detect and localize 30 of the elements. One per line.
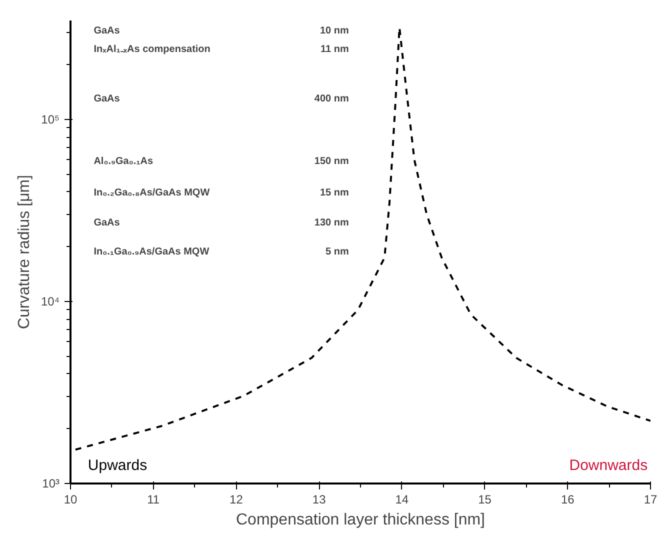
x-tick-label: 14 bbox=[395, 492, 409, 506]
x-tick-label: 11 bbox=[147, 492, 160, 506]
annotation: 150 nm bbox=[314, 156, 350, 168]
y-axis-title: Curvature radius [μm] bbox=[16, 174, 33, 330]
annotation: InₓAl₁₋ₓAs compensation bbox=[94, 44, 210, 55]
annotation: Al₀.₉Ga₀.₁As bbox=[94, 156, 154, 168]
y-tick-label: 10⁴ bbox=[40, 294, 60, 309]
annotation: GaAs bbox=[94, 218, 120, 229]
x-tick-label: 13 bbox=[312, 492, 326, 506]
annotation: 15 nm bbox=[320, 187, 350, 198]
annotation: In₀.₂Ga₀.₈As/GaAs MQW bbox=[94, 187, 210, 198]
x-tick-label: 17 bbox=[644, 492, 658, 506]
annotation: Upwards bbox=[88, 457, 148, 474]
annotation: 10 nm bbox=[320, 25, 350, 36]
x-tick-label: 12 bbox=[230, 492, 244, 506]
y-tick-label: 10⁵ bbox=[41, 112, 60, 127]
x-tick-label: 10 bbox=[64, 492, 78, 506]
annotation: 5 nm bbox=[326, 246, 350, 258]
x-tick-label: 15 bbox=[478, 492, 492, 506]
annotation: 130 nm bbox=[314, 218, 350, 229]
y-tick-label: 10³ bbox=[42, 476, 60, 490]
line-series bbox=[74, 26, 650, 451]
annotation: Downwards bbox=[569, 457, 648, 474]
annotation: GaAs bbox=[94, 94, 120, 105]
annotation: 11 nm bbox=[320, 44, 350, 55]
annotation: GaAs bbox=[94, 25, 120, 36]
x-tick-label: 16 bbox=[560, 492, 575, 506]
x-axis-title: Compensation layer thickness [nm] bbox=[236, 512, 485, 528]
annotation: 400 nm bbox=[314, 94, 350, 105]
annotation: In₀.₁Ga₀.₉As/GaAs MQW bbox=[94, 246, 210, 258]
